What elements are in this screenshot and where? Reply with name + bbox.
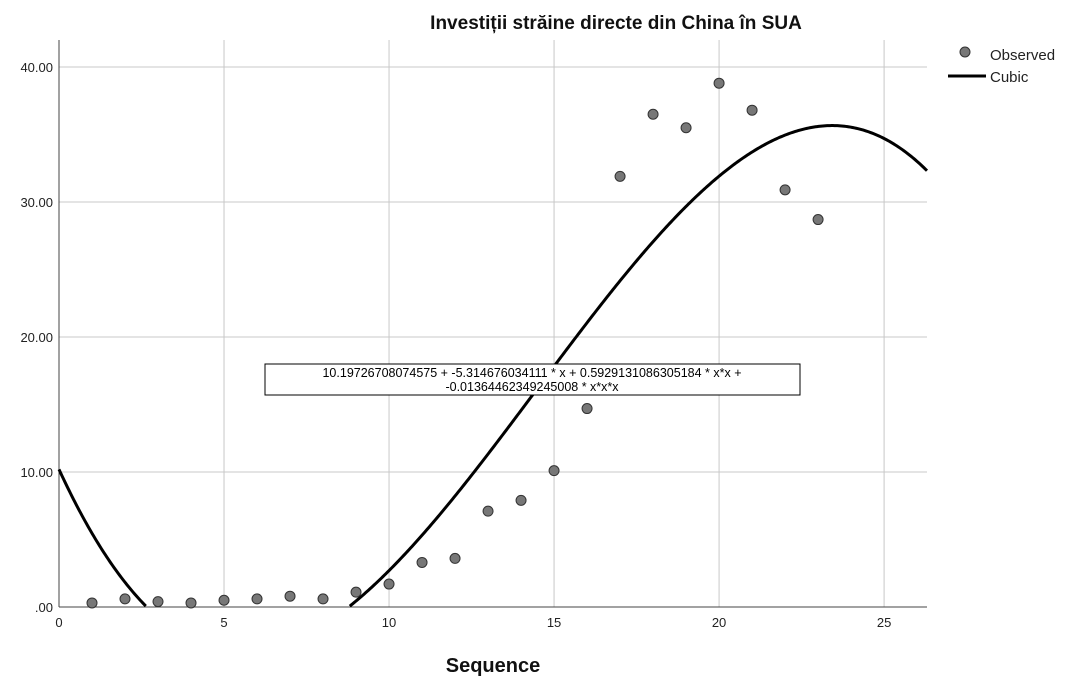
equation-annotation: 10.19726708074575 + -5.314676034111 * x …: [264, 363, 801, 396]
observed-point-14: [515, 494, 527, 506]
x-tick-label-4: 20: [712, 615, 726, 630]
y-tick-label-0: .00: [35, 600, 53, 615]
y-tick-label-3: 30.00: [20, 195, 53, 210]
x-axis-label: Sequence: [446, 655, 540, 677]
legend-cubic-label: Cubic: [990, 69, 1029, 86]
x-tick-labels: 0 5 10 15 20 25: [55, 615, 891, 630]
observed-point-17: [614, 170, 626, 182]
observed-point-19: [680, 122, 692, 134]
observed-point-18: [647, 108, 659, 120]
y-tick-labels: .00 10.00 20.00 30.00 40.00: [20, 60, 53, 615]
observed-point-8: [317, 593, 329, 605]
observed-point-4: [185, 597, 197, 609]
x-tick-label-0: 0: [55, 615, 62, 630]
axes: [58, 40, 927, 608]
legend-observed-label: Observed: [990, 47, 1055, 64]
cubic-curve-layer: [57, 124, 929, 608]
observed-point-13: [482, 505, 494, 517]
observed-points: [86, 77, 824, 609]
observed-point-5: [218, 594, 230, 606]
equation-box: [264, 363, 801, 396]
y-tick-label-4: 40.00: [20, 60, 53, 75]
observed-point-1: [86, 597, 98, 609]
grid-lines: [59, 40, 927, 607]
equation-line-1: 10.19726708074575 + -5.314676034111 * x …: [322, 366, 741, 380]
x-tick-label-3: 15: [547, 615, 561, 630]
cubic-curve-segment-1: [348, 124, 929, 608]
y-tick-label-1: 10.00: [20, 465, 53, 480]
observed-point-9: [350, 586, 362, 598]
legend: Observed Cubic: [948, 46, 1055, 86]
observed-point-10: [383, 578, 395, 590]
observed-point-7: [284, 590, 296, 602]
x-tick-label-5: 25: [877, 615, 891, 630]
observed-point-6: [251, 593, 263, 605]
y-tick-label-2: 20.00: [20, 330, 53, 345]
observed-point-16: [581, 403, 593, 415]
x-tick-label-1: 5: [220, 615, 227, 630]
x-tick-label-2: 10: [382, 615, 396, 630]
observed-point-22: [779, 184, 791, 196]
observed-point-3: [152, 596, 164, 608]
chart-title: Investiții străine directe din China în …: [430, 13, 802, 34]
observed-point-20: [713, 77, 725, 89]
observed-point-23: [812, 214, 824, 226]
legend-observed-marker: [959, 46, 971, 58]
equation-line-2: -0.01364462349245008 * x*x*x: [445, 380, 619, 394]
observed-point-11: [416, 556, 428, 568]
cubic-curve-segment-0: [57, 468, 147, 608]
observed-point-2: [119, 593, 131, 605]
observed-point-12: [449, 552, 461, 564]
observed-point-15: [548, 465, 560, 477]
observed-point-21: [746, 104, 758, 116]
